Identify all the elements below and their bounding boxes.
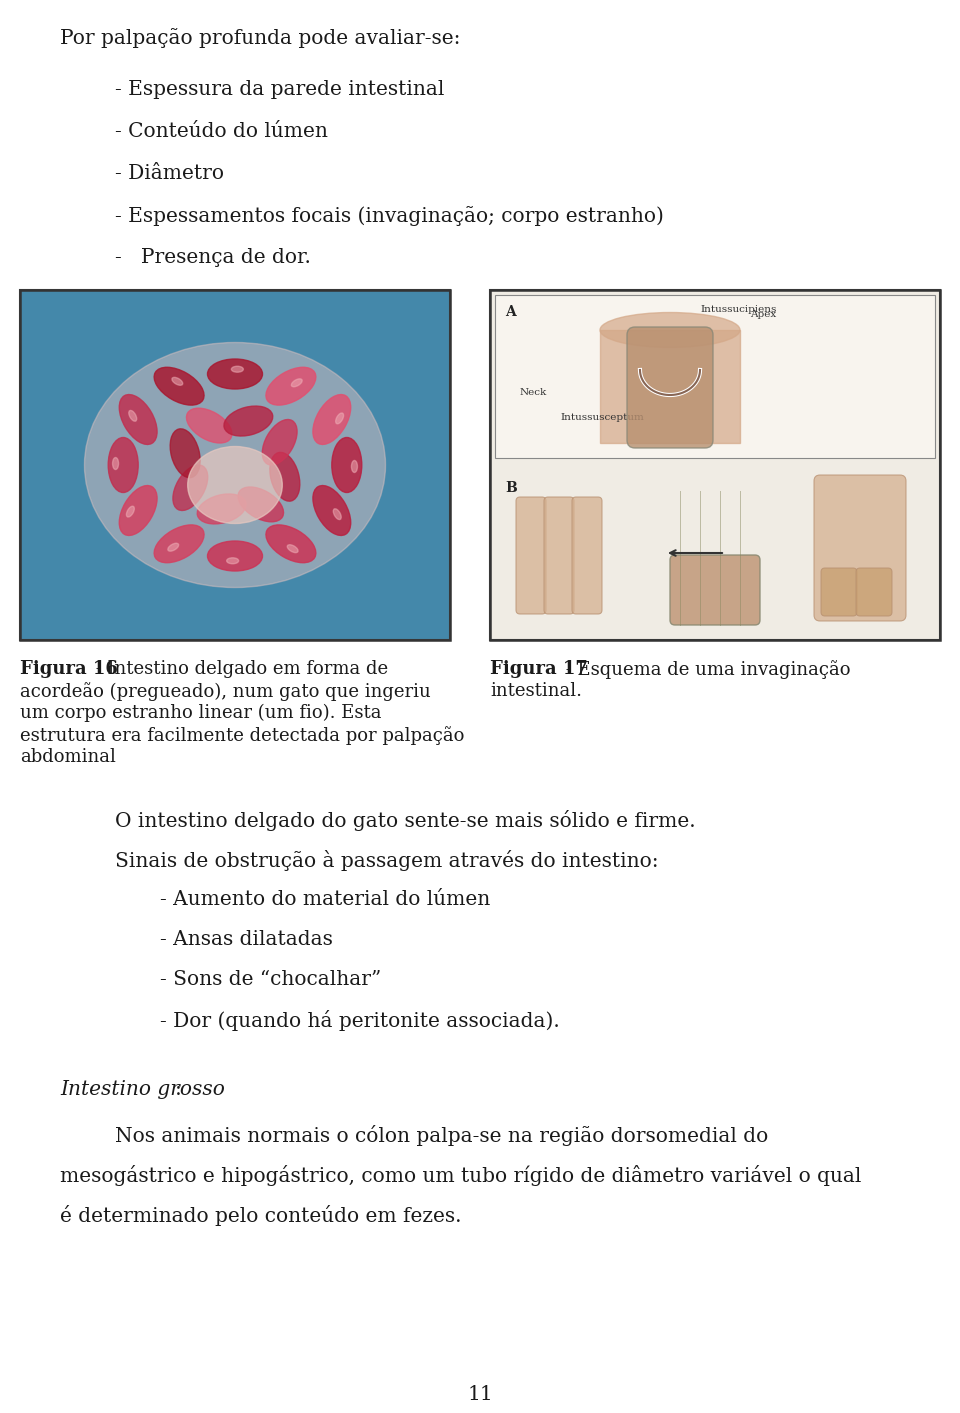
Text: estrutura era facilmente detectada por palpação: estrutura era facilmente detectada por p… <box>20 726 465 745</box>
Ellipse shape <box>224 406 273 437</box>
Ellipse shape <box>266 367 316 406</box>
Ellipse shape <box>207 359 262 389</box>
Text: mesogástrico e hipogástrico, como um tubo rígido de diâmetro variável o qual: mesogástrico e hipogástrico, como um tub… <box>60 1164 861 1186</box>
Ellipse shape <box>129 410 136 421</box>
Ellipse shape <box>119 394 157 445</box>
Text: 11: 11 <box>468 1385 492 1405</box>
Ellipse shape <box>170 428 200 478</box>
Text: B: B <box>505 480 516 495</box>
Text: Neck: Neck <box>520 389 547 397</box>
Ellipse shape <box>351 461 357 472</box>
FancyBboxPatch shape <box>627 326 713 448</box>
Ellipse shape <box>287 545 299 552</box>
Ellipse shape <box>266 524 316 562</box>
Text: - Espessura da parede intestinal: - Espessura da parede intestinal <box>115 81 444 99</box>
FancyBboxPatch shape <box>516 497 546 615</box>
Ellipse shape <box>333 509 341 520</box>
Ellipse shape <box>292 379 302 387</box>
Text: :: : <box>175 1080 182 1099</box>
FancyBboxPatch shape <box>856 568 892 616</box>
Ellipse shape <box>188 447 282 523</box>
Ellipse shape <box>119 486 157 536</box>
Text: A: A <box>505 305 516 319</box>
Ellipse shape <box>108 438 138 493</box>
FancyBboxPatch shape <box>670 555 760 625</box>
Ellipse shape <box>262 420 297 465</box>
Ellipse shape <box>127 506 134 517</box>
Text: -   Presença de dor.: - Presença de dor. <box>115 249 311 267</box>
Text: - Dor (quando há peritonite associada).: - Dor (quando há peritonite associada). <box>160 1010 560 1031</box>
Bar <box>495 295 935 458</box>
Text: - Ansas dilatadas: - Ansas dilatadas <box>160 930 333 950</box>
Ellipse shape <box>168 543 179 551</box>
Text: Intestino grosso: Intestino grosso <box>60 1080 225 1099</box>
Text: Apex: Apex <box>750 309 777 319</box>
Text: - Diâmetro: - Diâmetro <box>115 164 224 184</box>
Ellipse shape <box>270 452 300 502</box>
Ellipse shape <box>336 413 344 424</box>
Text: Intussucipiens: Intussucipiens <box>700 305 777 314</box>
Bar <box>20 290 450 640</box>
Ellipse shape <box>238 487 283 521</box>
Ellipse shape <box>227 558 239 564</box>
Text: um corpo estranho linear (um fio). Esta: um corpo estranho linear (um fio). Esta <box>20 704 381 722</box>
Ellipse shape <box>186 408 232 444</box>
Text: - Espessamentos focais (invaginação; corpo estranho): - Espessamentos focais (invaginação; cor… <box>115 206 664 226</box>
Ellipse shape <box>172 377 182 386</box>
Ellipse shape <box>112 458 118 469</box>
Text: Sinais de obstrução à passagem através do intestino:: Sinais de obstrução à passagem através d… <box>115 851 659 870</box>
Text: O intestino delgado do gato sente-se mais sólido e firme.: O intestino delgado do gato sente-se mai… <box>115 810 696 831</box>
FancyBboxPatch shape <box>572 497 602 615</box>
Text: é determinado pelo conteúdo em fezes.: é determinado pelo conteúdo em fezes. <box>60 1205 462 1226</box>
Text: Nos animais normais o cólon palpa-se na região dorsomedial do: Nos animais normais o cólon palpa-se na … <box>115 1125 768 1146</box>
Ellipse shape <box>155 367 204 406</box>
Text: - Aumento do material do lúmen: - Aumento do material do lúmen <box>160 890 491 909</box>
Ellipse shape <box>207 541 262 571</box>
Text: - Esquema de uma invaginação: - Esquema de uma invaginação <box>561 660 851 680</box>
Bar <box>490 290 940 640</box>
Ellipse shape <box>173 465 207 510</box>
Ellipse shape <box>84 342 386 588</box>
Text: abdominal: abdominal <box>20 747 116 766</box>
Polygon shape <box>600 331 740 444</box>
Ellipse shape <box>155 524 204 562</box>
Ellipse shape <box>332 438 362 493</box>
Ellipse shape <box>313 486 350 536</box>
Text: intestinal.: intestinal. <box>490 682 582 699</box>
FancyBboxPatch shape <box>814 475 906 620</box>
Ellipse shape <box>197 495 246 524</box>
Ellipse shape <box>600 312 740 348</box>
Text: Figura 16: Figura 16 <box>20 660 118 678</box>
FancyBboxPatch shape <box>544 497 574 615</box>
Text: - Sons de “chocalhar”: - Sons de “chocalhar” <box>160 969 381 989</box>
Text: - Intestino delgado em forma de: - Intestino delgado em forma de <box>90 660 389 678</box>
Ellipse shape <box>231 366 244 372</box>
Text: acordeão (pregueado), num gato que ingeriu: acordeão (pregueado), num gato que inger… <box>20 682 431 701</box>
Bar <box>490 290 940 640</box>
FancyBboxPatch shape <box>821 568 857 616</box>
Text: - Conteúdo do lúmen: - Conteúdo do lúmen <box>115 122 328 141</box>
Bar <box>20 290 450 640</box>
Ellipse shape <box>313 394 350 445</box>
Text: Intussusceptum: Intussusceptum <box>560 413 644 421</box>
Text: Por palpação profunda pode avaliar-se:: Por palpação profunda pode avaliar-se: <box>60 28 461 48</box>
Text: Figura 17: Figura 17 <box>490 660 588 678</box>
